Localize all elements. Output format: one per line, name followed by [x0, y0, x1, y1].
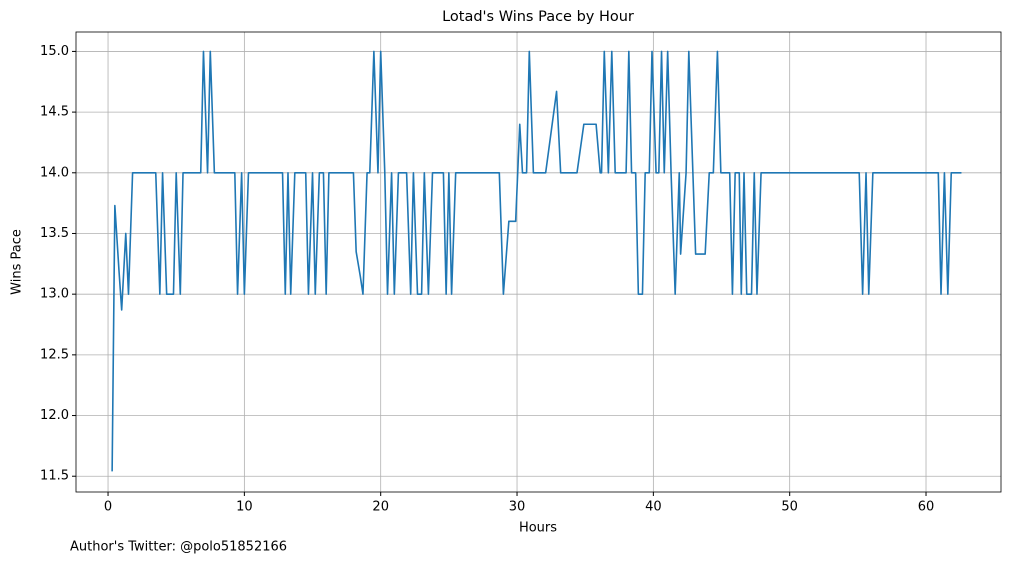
x-tick-label: 30 — [509, 500, 526, 515]
y-tick-label: 14.5 — [40, 105, 69, 120]
x-axis-label: Hours — [519, 521, 557, 536]
y-tick-label: 14.0 — [40, 165, 69, 180]
y-tick-label: 13.5 — [40, 226, 69, 241]
x-tick-label: 20 — [372, 500, 389, 515]
x-tick-label: 50 — [781, 500, 798, 515]
y-tick-label: 15.0 — [40, 44, 69, 59]
y-tick-label: 13.0 — [40, 287, 69, 302]
footnote: Author's Twitter: @polo51852166 — [70, 540, 287, 555]
x-tick-label: 10 — [236, 500, 253, 515]
chart-title: Lotad's Wins Pace by Hour — [442, 9, 634, 25]
y-tick-label: 12.0 — [40, 408, 69, 423]
x-tick-label: 40 — [645, 500, 662, 515]
y-tick-label: 12.5 — [40, 347, 69, 362]
y-tick-label: 11.5 — [40, 469, 69, 484]
plot-frame — [75, 31, 1002, 493]
x-tick-label: 0 — [104, 500, 112, 515]
data-line — [111, 50, 962, 472]
y-axis-label: Wins Pace — [10, 229, 25, 295]
x-tick-label: 60 — [918, 500, 935, 515]
